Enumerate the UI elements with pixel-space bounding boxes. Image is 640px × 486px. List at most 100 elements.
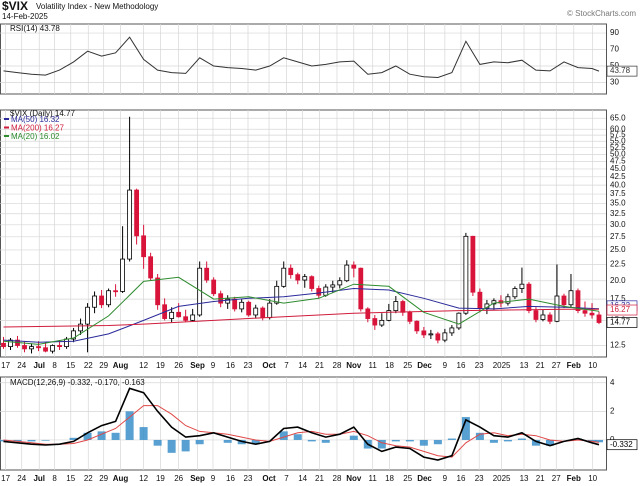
x-tick-label: Oct (262, 474, 276, 483)
candle-body (85, 306, 90, 325)
candle-body (36, 346, 41, 349)
candle-body (337, 280, 343, 286)
x-tick-label: 25 (403, 361, 412, 370)
y-tick-label: 57.5 (610, 130, 626, 139)
candle-body (568, 290, 574, 306)
value-box (606, 439, 638, 451)
x-tick-label: 28 (333, 361, 342, 370)
candle-body (428, 333, 434, 336)
candle-body (554, 295, 560, 322)
x-tick-label: Oct (262, 361, 276, 370)
y-tick-label: 27.5 (610, 232, 626, 241)
candle-body (421, 330, 427, 336)
security-name: Volatility Index - New Methodology (36, 2, 158, 11)
symbol: $VIX (2, 0, 28, 13)
histogram-bar (475, 432, 484, 440)
candle-body (141, 235, 147, 258)
x-tick-label: Aug (113, 474, 129, 483)
value-box-label: 43.78 (610, 66, 631, 75)
x-tick-label: Jul (33, 474, 45, 483)
candle-body (407, 311, 413, 322)
candle-body (57, 345, 62, 348)
signal-line (3, 405, 600, 458)
x-tick-label: 7 (284, 474, 289, 483)
candle-body (386, 310, 392, 321)
candle-body (50, 345, 55, 352)
x-tick-label: Sep (190, 474, 205, 483)
candle-body (582, 310, 588, 314)
x-tick-label: 2025 (493, 361, 511, 370)
candle-body (393, 301, 399, 312)
panel-label: $VIX (Daily) 14.77 (10, 109, 75, 118)
y-tick-label: 37.5 (610, 189, 626, 198)
y-tick-label: 20.0 (610, 276, 626, 285)
histogram-bar (503, 439, 512, 442)
candle-body (323, 286, 329, 296)
candle-body (176, 311, 182, 318)
x-tick-label: 22 (84, 361, 93, 370)
legend-entry: MA(200) 16.27 (11, 124, 64, 133)
x-tick-label: 29 (99, 474, 108, 483)
candle-body (120, 258, 126, 292)
candle-body (512, 288, 518, 298)
x-tick-label: 18 (385, 361, 394, 370)
y-tick-label: 40.0 (610, 180, 626, 189)
x-tick-label: 17 (1, 361, 10, 370)
moving-average (3, 276, 600, 345)
moving-average (3, 308, 600, 328)
histogram-bar (594, 439, 603, 443)
candle-body (449, 327, 455, 334)
candle-body (225, 298, 231, 304)
x-tick-label: 24 (17, 474, 26, 483)
candle-body (561, 295, 567, 306)
candle-body (155, 277, 161, 306)
candle-body (29, 346, 34, 350)
x-tick-label: 16 (226, 361, 235, 370)
candle-body (64, 338, 69, 348)
candle-body (379, 319, 385, 326)
candle-body (169, 311, 175, 319)
x-tick-label: 9 (211, 474, 216, 483)
x-tick-label: 2025 (493, 474, 511, 483)
histogram-bar (167, 439, 176, 453)
histogram-bar (41, 439, 50, 441)
value-box-label: -0.332 (610, 440, 633, 449)
histogram-bar (419, 439, 428, 446)
y-tick-label: 55.0 (610, 136, 626, 145)
x-tick-label: Feb (567, 361, 581, 370)
candle-body (232, 298, 238, 310)
candle-body (477, 291, 483, 309)
candle-body (456, 312, 462, 329)
panel-clip (0, 24, 606, 94)
x-tick-label: 21 (536, 361, 545, 370)
panel-frame (0, 376, 607, 471)
x-tick-label: 16 (226, 474, 235, 483)
x-tick-label: 25 (403, 474, 412, 483)
y-tick-label: 35.0 (610, 199, 626, 208)
y-tick-label: 90 (610, 28, 619, 37)
histogram-bar (83, 432, 92, 440)
x-tick-label: Dec (417, 474, 432, 483)
candle-body (442, 332, 448, 341)
x-tick-label: 13 (520, 474, 529, 483)
candle-body (148, 256, 154, 279)
candle-body (190, 314, 196, 321)
histogram-bar (433, 439, 442, 445)
candle-body (540, 314, 546, 320)
histogram-bar (517, 438, 526, 440)
histogram-bar (587, 439, 596, 442)
x-tick-label: Nov (346, 361, 362, 370)
y-tick-label: 25.0 (610, 245, 626, 254)
x-tick-label: 23 (475, 474, 484, 483)
histogram-bar (377, 439, 386, 449)
x-tick-label: 8 (52, 474, 57, 483)
histogram-bar (139, 427, 148, 440)
y-tick-label: 30.0 (610, 220, 626, 229)
candle-body (1, 342, 6, 348)
histogram-bar (111, 432, 120, 440)
y-tick-label: 50.0 (610, 150, 626, 159)
histogram-bar (489, 439, 498, 443)
value-box (606, 317, 638, 328)
legend-swatch (4, 118, 9, 120)
